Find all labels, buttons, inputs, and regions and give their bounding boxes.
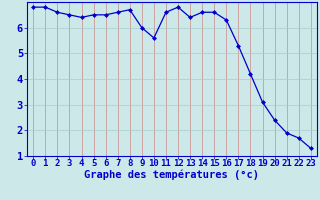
X-axis label: Graphe des températures (°c): Graphe des températures (°c) [84,169,260,180]
